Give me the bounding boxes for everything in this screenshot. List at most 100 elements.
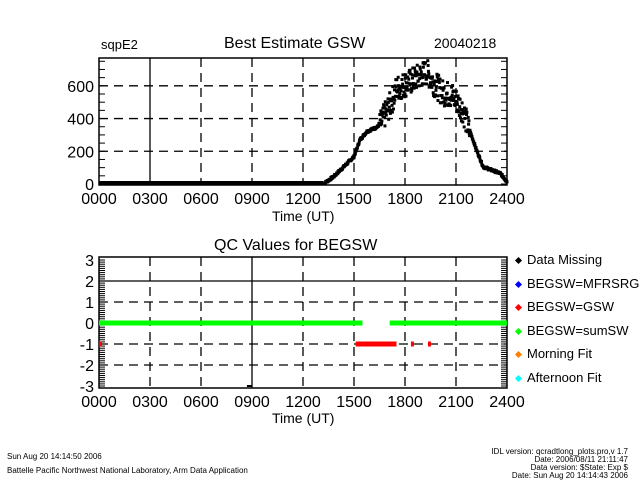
y-tick-label: 200 (67, 144, 94, 161)
gsw-point (398, 91, 402, 95)
y-tick-label: -3 (80, 379, 94, 396)
gsw-point (450, 85, 454, 89)
gsw-point (346, 161, 350, 165)
gsw-point (383, 100, 387, 104)
gsw-point (389, 108, 393, 112)
gsw-point (455, 102, 459, 106)
gsw-point (436, 94, 440, 98)
gsw-point (440, 96, 444, 100)
gsw-point (467, 122, 471, 126)
gsw-point (399, 89, 403, 93)
gsw-point (404, 81, 408, 85)
site-label: sqpE2 (101, 37, 138, 52)
gsw-point (500, 173, 504, 177)
gsw-point (434, 85, 438, 89)
gsw-point (392, 101, 396, 105)
gsw-point (419, 72, 423, 76)
legend-label: BEGSW=MFRSRG (527, 275, 640, 291)
gsw-point (389, 97, 393, 101)
gsw-point (397, 94, 401, 98)
y-tick-label: 0 (85, 316, 94, 333)
gsw-point (432, 82, 436, 86)
footer-version-info: IDL version: qcradtlong_plots.pro,v 1.7 … (491, 448, 628, 480)
x-tick-label: 0600 (183, 394, 219, 411)
gsw-point (99, 181, 324, 185)
gsw-point (431, 91, 435, 95)
gsw-point (417, 84, 421, 88)
gsw-point (471, 138, 475, 142)
gsw-point (442, 86, 446, 90)
gsw-point (405, 85, 409, 89)
gsw-point (408, 68, 412, 72)
gsw-point (458, 97, 462, 101)
gsw-point (443, 101, 447, 105)
gsw-point (440, 86, 444, 90)
y-tick-label: 3 (85, 253, 94, 270)
gsw-point (396, 88, 400, 92)
gsw-point (376, 124, 380, 128)
gsw-point (456, 108, 460, 112)
gsw-point (435, 72, 439, 76)
gsw-point (474, 146, 478, 150)
x-tick-label: 2100 (438, 394, 474, 411)
gsw-point (418, 65, 422, 69)
gsw-point (429, 83, 433, 87)
qc-begsw-gsw-mark (427, 341, 431, 347)
gsw-point (429, 81, 432, 85)
qc-begsw-sumsw-mark (389, 320, 507, 326)
gsw-point (394, 85, 398, 89)
gsw-point (440, 94, 444, 98)
gsw-point (505, 180, 509, 184)
gsw-point (468, 134, 472, 138)
gsw-point (449, 98, 453, 102)
gsw-point (427, 72, 431, 76)
gsw-point (443, 96, 447, 100)
gsw-point (392, 88, 396, 92)
gsw-point (399, 84, 403, 88)
gsw-point (388, 91, 392, 95)
x-tick-label: 0900 (234, 191, 270, 208)
gsw-point (445, 91, 449, 95)
gsw-point (435, 79, 439, 83)
gsw-point (466, 115, 470, 119)
gsw-point (406, 75, 410, 79)
gsw-point (410, 76, 414, 80)
gsw-point (455, 110, 459, 114)
gsw-point (398, 87, 402, 91)
y-tick-label: -2 (80, 358, 94, 375)
gsw-point (473, 143, 477, 147)
gsw-point (395, 95, 399, 99)
x-tick-label: 1200 (285, 394, 321, 411)
gsw-point (408, 72, 412, 76)
chart-title-qc: QC Values for BEGSW (214, 237, 378, 254)
gsw-point (437, 80, 441, 84)
gsw-point (460, 101, 464, 105)
gsw-point (403, 76, 407, 80)
gsw-point (438, 77, 442, 81)
x-tick-label: 1500 (336, 191, 372, 208)
gsw-point (462, 125, 466, 129)
gsw-point (393, 94, 397, 98)
gsw-point (361, 136, 364, 140)
gsw-point (400, 77, 404, 81)
gsw-point (444, 98, 448, 102)
x-tick-label: 0900 (234, 394, 270, 411)
legend-item: Morning Fit (514, 346, 592, 361)
x-tick-label: 2400 (489, 394, 525, 411)
gsw-point (461, 111, 465, 115)
gsw-point (382, 103, 386, 107)
gsw-point (397, 84, 401, 88)
gsw-point (426, 69, 430, 73)
gsw-point (469, 133, 473, 137)
gsw-point (382, 111, 386, 115)
gsw-point (386, 100, 390, 104)
gsw-point (441, 88, 445, 92)
gsw-point (465, 112, 469, 116)
gsw-point (435, 75, 439, 79)
gsw-point (418, 77, 422, 81)
gsw-point (403, 92, 407, 96)
gsw-point (439, 101, 443, 105)
gsw-point (420, 82, 424, 86)
gsw-point (463, 106, 466, 110)
x-tick-label: 0000 (81, 394, 117, 411)
